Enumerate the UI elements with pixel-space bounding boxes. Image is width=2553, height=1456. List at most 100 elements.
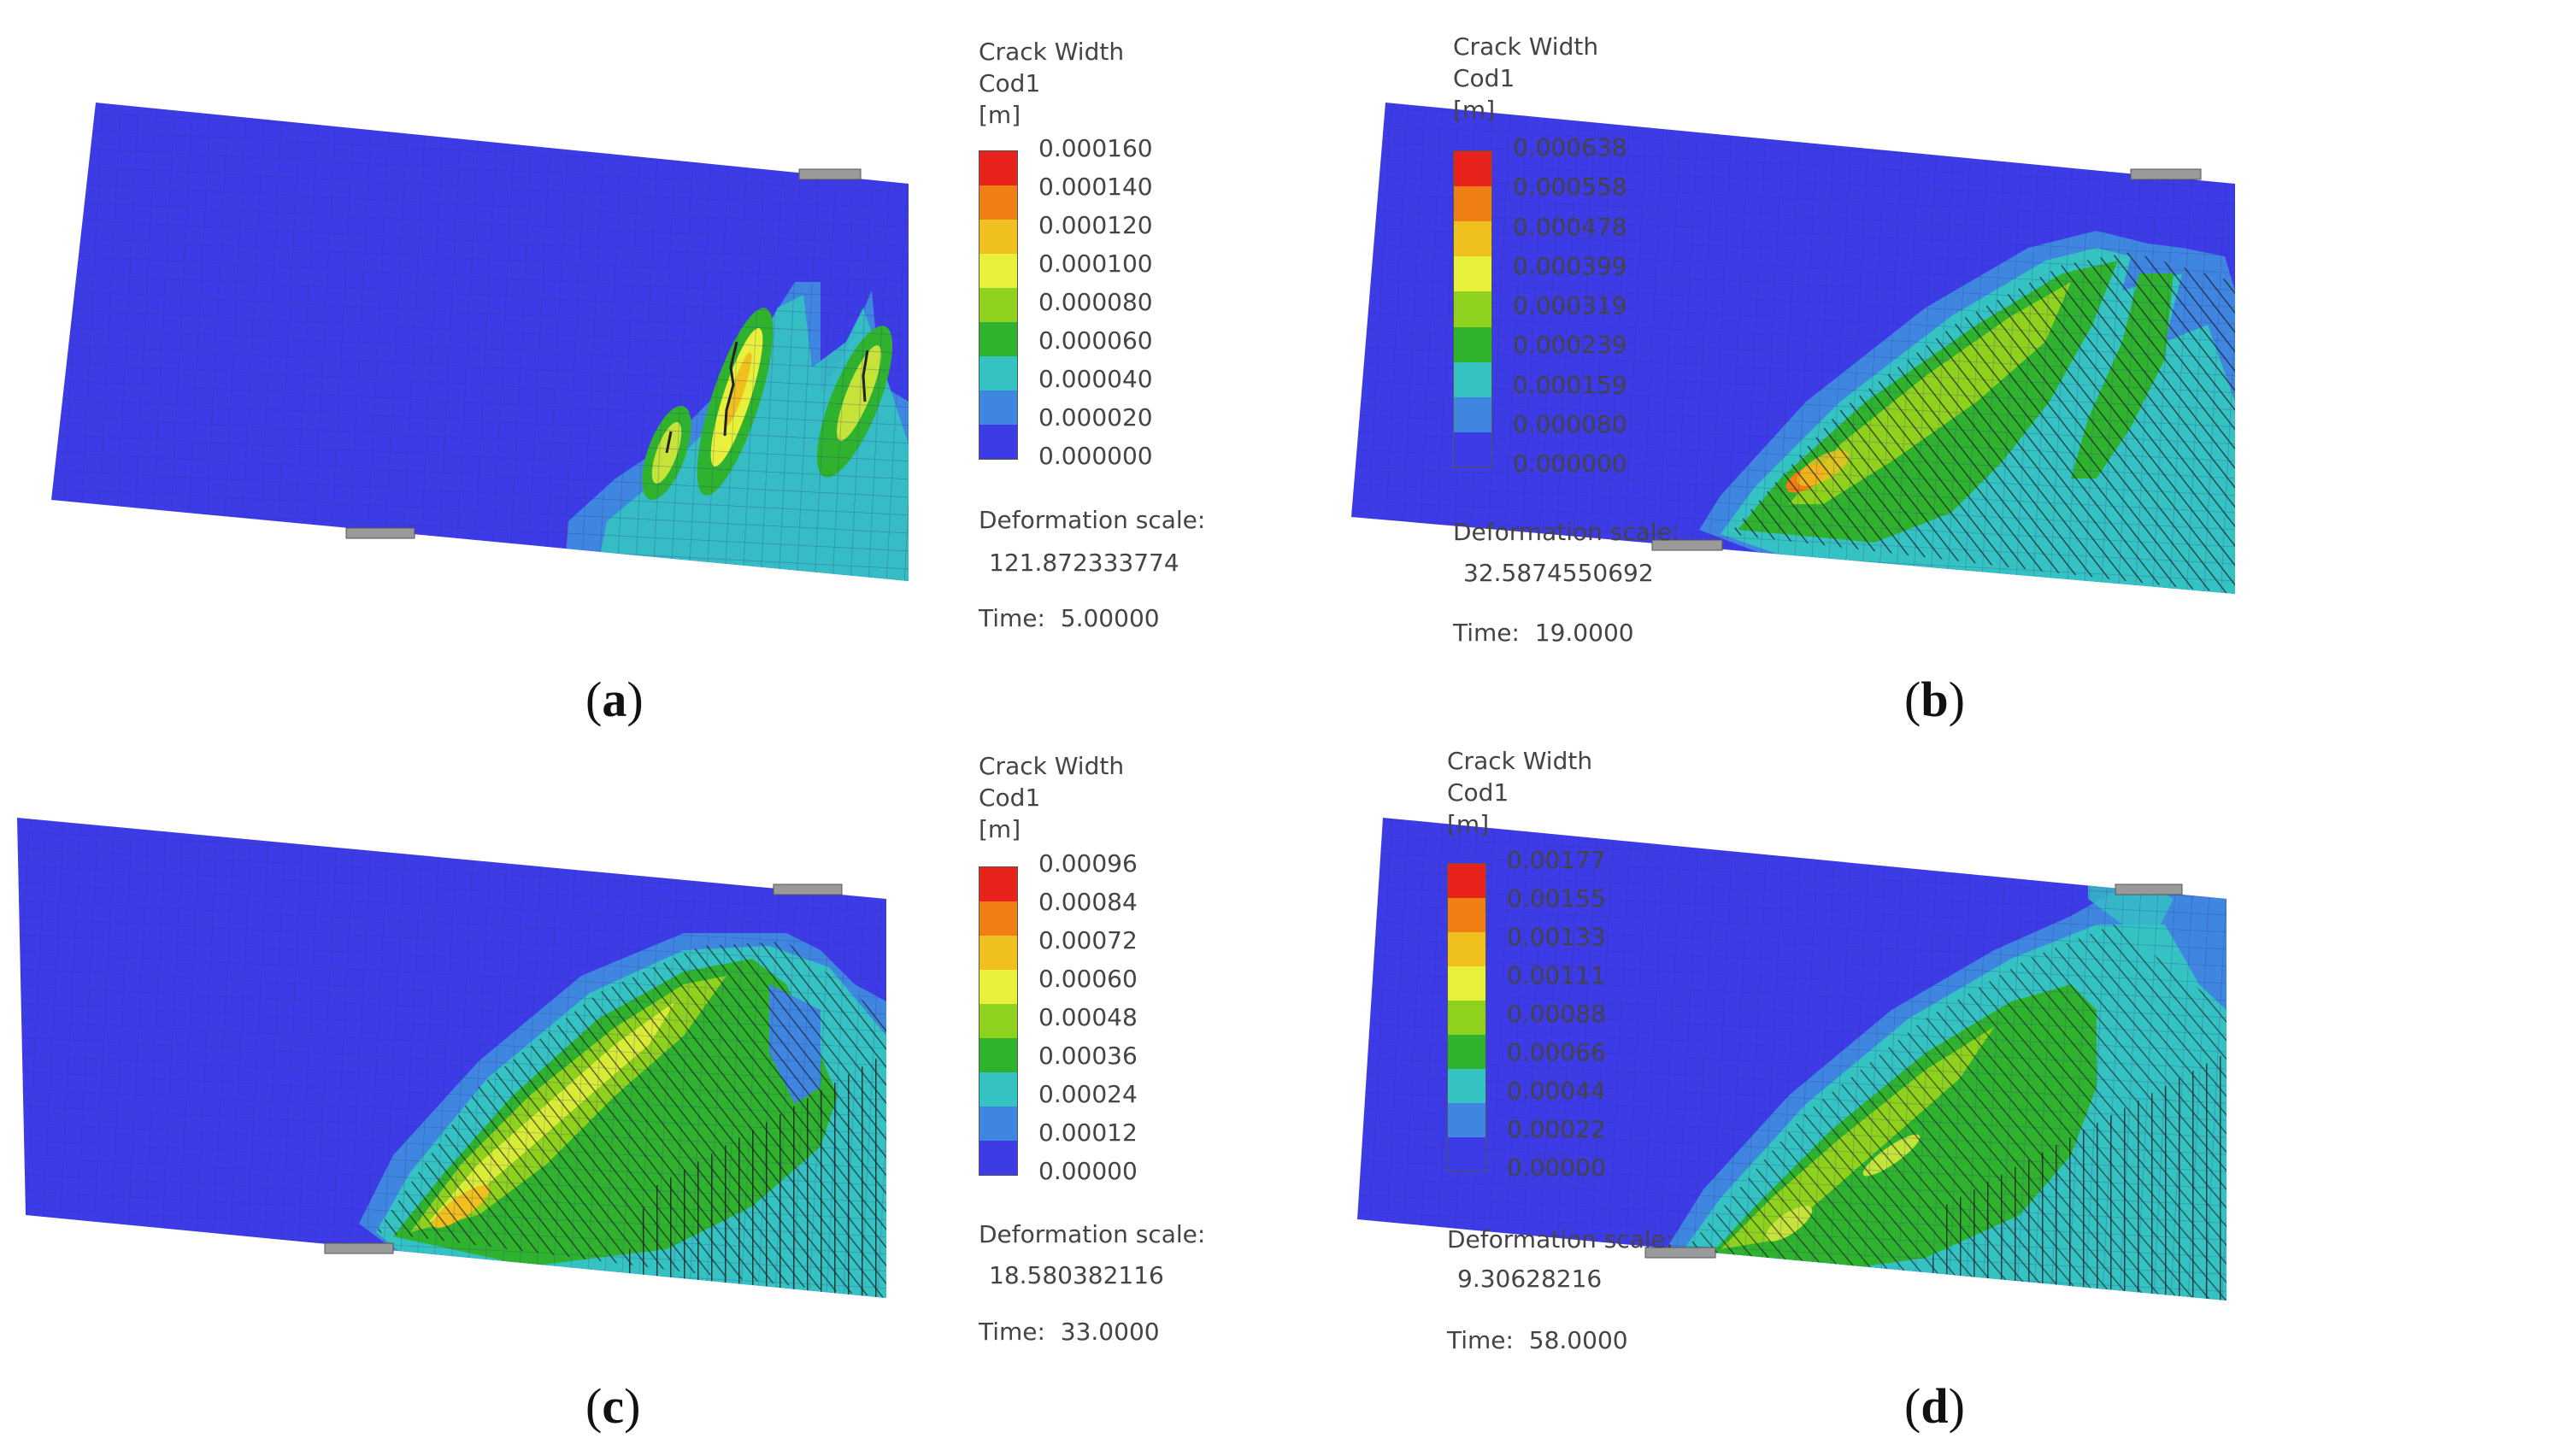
beam-model-b: [1351, 103, 2235, 594]
legend-tick-label: 0.000638: [1513, 133, 1627, 161]
support-plate-bottom: [324, 1242, 394, 1254]
color-swatch: [1454, 432, 1491, 467]
legend-tick-label: 0.000100: [1038, 250, 1153, 278]
legend-tick-label: 0.000080: [1038, 288, 1153, 316]
legend-tick-label: 0.000160: [1038, 134, 1153, 162]
legend-tick-label: 0.000120: [1038, 211, 1153, 239]
deformation-value: 32.5874550692: [1463, 559, 1654, 587]
caption-c: (c): [585, 1378, 641, 1434]
legend-subtitle: Cod1: [979, 69, 1041, 97]
legend-unit: [m]: [1447, 810, 1490, 838]
color-swatch: [1448, 1035, 1485, 1069]
legend-tick-label: 0.000080: [1513, 409, 1627, 438]
color-swatch: [979, 901, 1017, 936]
panel-b: Crack Width Cod1 [m] 0.000638 0.000558 0.0…: [1276, 0, 2553, 728]
legend-subtitle: Cod1: [979, 784, 1041, 812]
deformation-label: Deformation scale:: [1453, 518, 1680, 546]
color-swatch: [1448, 864, 1485, 898]
legend-a: Crack Width Cod1 [m] 0.000160 0.000140 0.0…: [979, 36, 1269, 634]
legend-tick-label: 0.00084: [1038, 888, 1138, 916]
legend-tick-label: 0.00072: [1038, 926, 1138, 954]
legend-title: Crack Width: [979, 752, 1125, 780]
color-swatch: [1448, 1137, 1485, 1171]
legend-tick-label: 0.00012: [1038, 1118, 1138, 1147]
legend-tick-label: 0.000478: [1513, 212, 1627, 241]
color-swatch: [979, 220, 1017, 254]
legend-tick-label: 0.000000: [1513, 449, 1627, 478]
legend-tick-label: 0.000159: [1513, 370, 1627, 399]
time-label: Time: 5.00000: [979, 604, 1160, 632]
beam-model-a: [51, 103, 909, 581]
color-swatch: [979, 1072, 1017, 1107]
deformation-value: 121.872333774: [989, 549, 1179, 577]
legend-unit: [m]: [1453, 96, 1496, 124]
color-swatch: [979, 970, 1017, 1004]
legend-tick-label: 0.000020: [1038, 403, 1153, 432]
color-scale-bar: [1447, 863, 1486, 1172]
legend-b: Crack Width Cod1 [m] 0.000638 0.000558 0.0…: [1453, 31, 1744, 647]
legend-tick-label: 0.000060: [1038, 326, 1153, 355]
color-scale-bar: [979, 150, 1018, 460]
color-swatch: [979, 185, 1017, 220]
beam-model-c: [17, 818, 886, 1298]
color-swatch: [979, 254, 1017, 288]
support-plate-bottom: [1644, 1247, 1716, 1259]
legend-tick-label: 0.00088: [1507, 1000, 1606, 1028]
color-swatch: [979, 390, 1017, 425]
time-value: 58.0000: [1528, 1326, 1628, 1354]
color-swatch: [1448, 966, 1485, 1001]
support-plate-top: [2115, 884, 2183, 895]
legend-tick-label: 0.000399: [1513, 251, 1627, 280]
panel-a: Crack Width Cod1 [m] 0.000160 0.000140 0.0…: [0, 0, 1276, 728]
deformation-value: 18.580382116: [989, 1261, 1164, 1289]
color-swatch: [1448, 898, 1485, 932]
legend-tick-label: 0.00111: [1507, 961, 1606, 989]
support-plate-bottom: [1651, 539, 1723, 551]
color-swatch: [979, 425, 1017, 459]
color-swatch: [1454, 361, 1491, 397]
caption-b: (b): [1904, 672, 1965, 727]
color-swatch: [979, 1141, 1017, 1175]
legend-title: Crack Width: [1447, 747, 1593, 775]
legend-tick-label: 0.000140: [1038, 173, 1153, 201]
deformation-label: Deformation scale:: [979, 506, 1206, 534]
legend-tick-label: 0.00000: [1038, 1157, 1138, 1185]
legend-tick-label: 0.000319: [1513, 291, 1627, 320]
color-swatch: [1448, 1103, 1485, 1137]
legend-title: Crack Width: [979, 38, 1125, 66]
color-swatch: [979, 151, 1017, 185]
time-label: Time: 33.0000: [979, 1318, 1160, 1346]
support-plate-top: [773, 884, 843, 895]
legend-title: Crack Width: [1453, 32, 1599, 61]
legend-tick-label: 0.00133: [1507, 923, 1606, 951]
legend-subtitle: Cod1: [1447, 778, 1509, 807]
time-label: Time: 58.0000: [1447, 1326, 1628, 1354]
color-swatch: [1448, 932, 1485, 966]
color-swatch: [979, 936, 1017, 970]
caption-d: (d): [1904, 1378, 1965, 1434]
support-plate-bottom: [345, 527, 415, 539]
support-plate-top: [798, 168, 862, 180]
color-swatch: [1448, 1001, 1485, 1035]
color-swatch: [1454, 396, 1491, 432]
legend-tick-label: 0.00044: [1507, 1077, 1606, 1105]
color-swatch: [979, 1038, 1017, 1072]
color-swatch: [979, 356, 1017, 390]
panel-d: Crack Width Cod1 [m] 0.00177 0.00155 0.001…: [1276, 728, 2553, 1456]
legend-tick-label: 0.000239: [1513, 331, 1627, 360]
legend-tick-label: 0.00177: [1507, 846, 1606, 874]
legend-subtitle: Cod1: [1453, 64, 1515, 92]
time-value: 19.0000: [1534, 619, 1634, 647]
deformation-label: Deformation scale:: [979, 1220, 1206, 1248]
legend-tick-label: 0.00060: [1038, 965, 1138, 993]
legend-c: Crack Width Cod1 [m] 0.00096 0.00084 0.000…: [979, 750, 1269, 1365]
color-swatch: [1454, 186, 1491, 222]
legend-tick-label: 0.000558: [1513, 173, 1627, 202]
legend-tick-label: 0.000040: [1038, 365, 1153, 393]
panel-c: Crack Width Cod1 [m] 0.00096 0.00084 0.000…: [0, 728, 1276, 1456]
color-swatch: [1454, 326, 1491, 362]
legend-tick-label: 0.00096: [1038, 849, 1138, 878]
legend-unit: [m]: [979, 815, 1021, 843]
color-swatch: [1448, 1069, 1485, 1103]
time-value: 33.0000: [1060, 1318, 1160, 1346]
